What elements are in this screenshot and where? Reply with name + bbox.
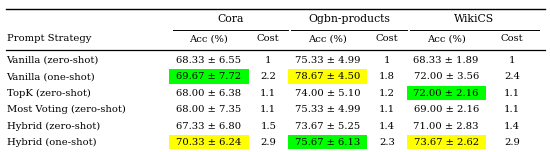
Text: 1: 1 xyxy=(383,56,390,65)
Text: Acc (%): Acc (%) xyxy=(190,34,228,43)
Text: 1.8: 1.8 xyxy=(379,72,395,81)
Text: 67.33 ± 6.80: 67.33 ± 6.80 xyxy=(177,121,241,131)
Text: 1.4: 1.4 xyxy=(379,121,395,131)
Text: 69.00 ± 2.16: 69.00 ± 2.16 xyxy=(414,105,478,114)
Text: 1.1: 1.1 xyxy=(504,89,520,98)
Text: Vanilla (zero-shot): Vanilla (zero-shot) xyxy=(7,56,99,65)
Text: 75.33 ± 4.99: 75.33 ± 4.99 xyxy=(295,56,360,65)
Text: Acc (%): Acc (%) xyxy=(427,34,465,43)
Text: 1.1: 1.1 xyxy=(504,105,520,114)
Text: 1.1: 1.1 xyxy=(379,105,395,114)
Text: 68.33 ± 6.55: 68.33 ± 6.55 xyxy=(177,56,241,65)
Text: 78.67 ± 4.50: 78.67 ± 4.50 xyxy=(295,72,360,81)
Text: 2.9: 2.9 xyxy=(260,138,276,147)
Text: 75.67 ± 6.13: 75.67 ± 6.13 xyxy=(295,138,360,147)
Text: Acc (%): Acc (%) xyxy=(308,34,347,43)
Text: 1: 1 xyxy=(509,56,515,65)
Text: Cora: Cora xyxy=(217,14,244,24)
FancyBboxPatch shape xyxy=(169,69,249,84)
Text: Ogbn-products: Ogbn-products xyxy=(308,14,390,24)
Text: 68.33 ± 1.89: 68.33 ± 1.89 xyxy=(414,56,479,65)
Text: Prompt Strategy: Prompt Strategy xyxy=(7,34,91,43)
Text: Cost: Cost xyxy=(376,34,398,43)
Text: 2.2: 2.2 xyxy=(260,72,276,81)
Text: 1.5: 1.5 xyxy=(260,121,276,131)
Text: 1.1: 1.1 xyxy=(260,89,276,98)
FancyBboxPatch shape xyxy=(169,135,249,149)
Text: Cost: Cost xyxy=(257,34,279,43)
Text: 75.33 ± 4.99: 75.33 ± 4.99 xyxy=(295,105,360,114)
Text: 72.00 ± 3.56: 72.00 ± 3.56 xyxy=(414,72,478,81)
Text: 1: 1 xyxy=(265,56,272,65)
FancyBboxPatch shape xyxy=(288,135,367,149)
Text: Hybrid (one-shot): Hybrid (one-shot) xyxy=(7,138,96,147)
Text: 73.67 ± 2.62: 73.67 ± 2.62 xyxy=(414,138,478,147)
Text: Cost: Cost xyxy=(501,34,524,43)
Text: 74.00 ± 5.10: 74.00 ± 5.10 xyxy=(295,89,360,98)
Text: 2.4: 2.4 xyxy=(504,72,520,81)
Text: 68.00 ± 6.38: 68.00 ± 6.38 xyxy=(177,89,241,98)
Text: 69.67 ± 7.72: 69.67 ± 7.72 xyxy=(177,72,241,81)
Text: 70.33 ± 6.24: 70.33 ± 6.24 xyxy=(177,138,241,147)
Text: Most Voting (zero-shot): Most Voting (zero-shot) xyxy=(7,105,125,114)
Text: 1.1: 1.1 xyxy=(260,105,276,114)
Text: Hybrid (zero-shot): Hybrid (zero-shot) xyxy=(7,121,100,131)
Text: 72.00 ± 2.16: 72.00 ± 2.16 xyxy=(414,89,479,98)
Text: 71.00 ± 2.83: 71.00 ± 2.83 xyxy=(414,121,479,131)
Text: 1.4: 1.4 xyxy=(504,121,520,131)
FancyBboxPatch shape xyxy=(288,69,367,84)
Text: Vanilla (one-shot): Vanilla (one-shot) xyxy=(7,72,95,81)
Text: 2.9: 2.9 xyxy=(504,138,520,147)
Text: WikiCS: WikiCS xyxy=(454,14,494,24)
Text: 1.2: 1.2 xyxy=(379,89,395,98)
Text: 2.3: 2.3 xyxy=(379,138,395,147)
FancyBboxPatch shape xyxy=(406,135,486,149)
Text: TopK (zero-shot): TopK (zero-shot) xyxy=(7,89,90,98)
FancyBboxPatch shape xyxy=(406,86,486,100)
Text: 73.67 ± 5.25: 73.67 ± 5.25 xyxy=(295,121,360,131)
Text: 68.00 ± 7.35: 68.00 ± 7.35 xyxy=(177,105,241,114)
